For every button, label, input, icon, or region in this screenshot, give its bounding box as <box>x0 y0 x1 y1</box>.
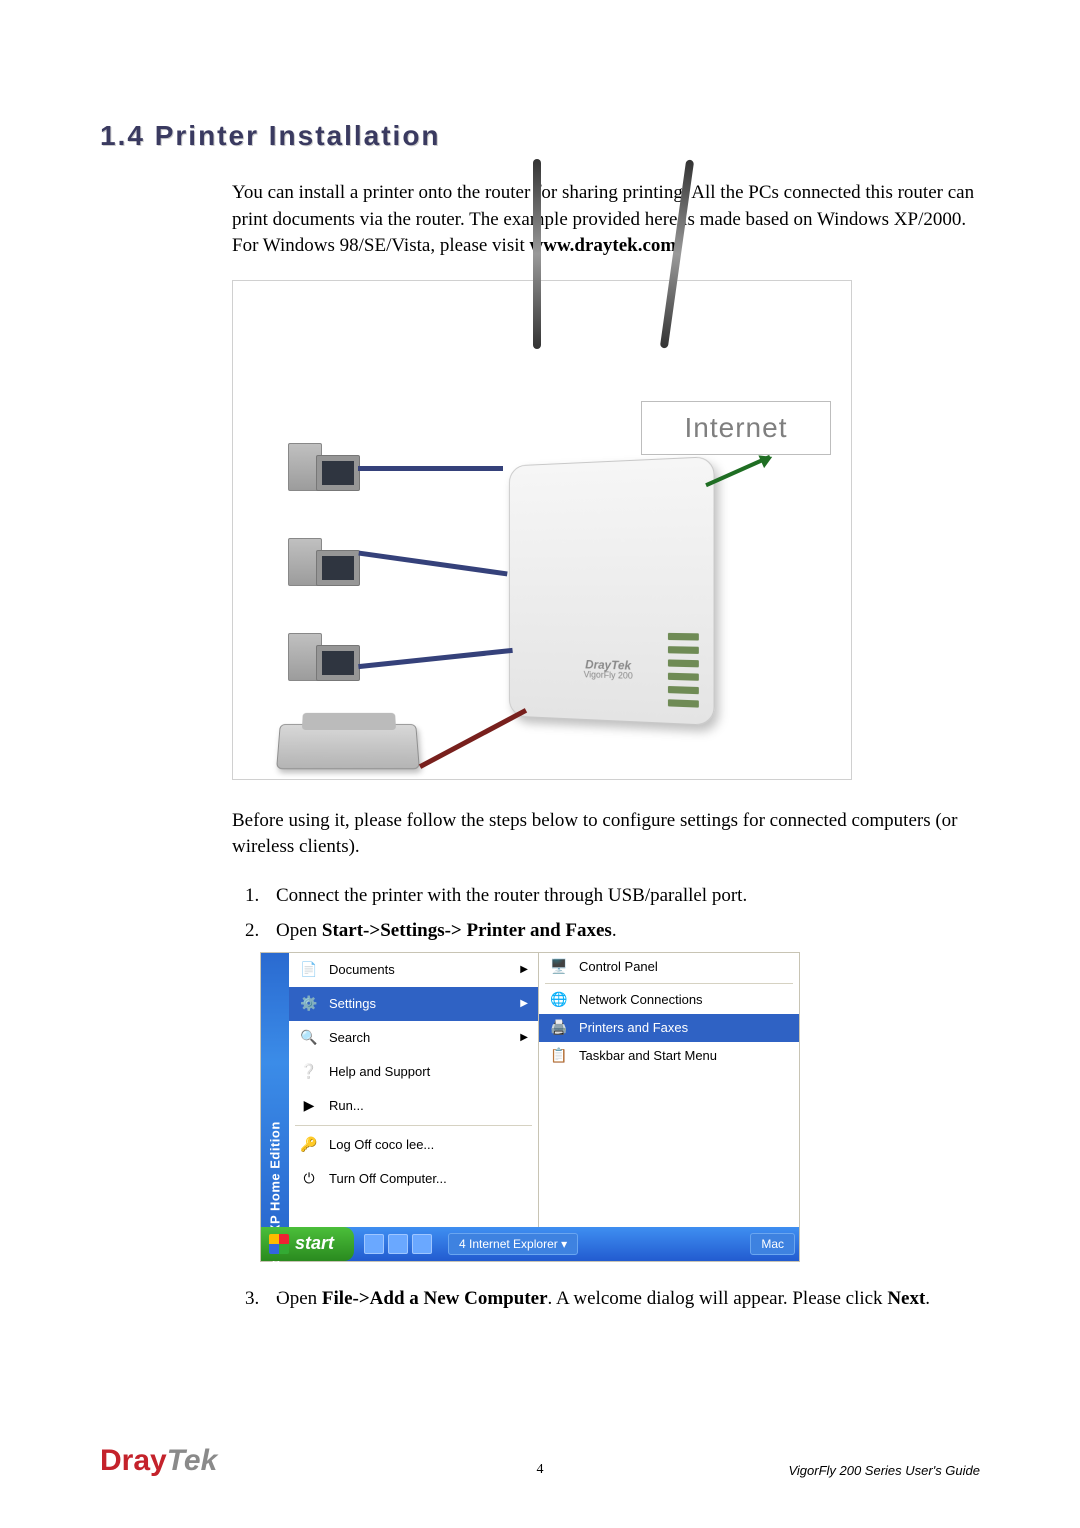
guide-title: VigorFly 200 Series User's Guide <box>788 1463 980 1478</box>
intro-paragraph: You can install a printer onto the route… <box>232 180 980 260</box>
menu-label: Network Connections <box>579 992 703 1007</box>
menu-label: Taskbar and Start Menu <box>579 1048 717 1063</box>
submenu-item-network[interactable]: 🌐 Network Connections <box>539 986 799 1014</box>
menu-item-run[interactable]: ▶ Run... <box>289 1089 538 1123</box>
menu-label: Control Panel <box>579 959 658 974</box>
pc-icon <box>288 621 358 681</box>
menu-separator <box>295 1125 532 1126</box>
lan-cable-icon <box>358 550 507 576</box>
step-text: Open <box>276 920 322 941</box>
brand-part-b: Tek <box>167 1444 218 1477</box>
page-footer: DrayTek 4 VigorFly 200 Series User's Gui… <box>100 1444 980 1478</box>
menu-item-documents[interactable]: 📄 Documents ▶ <box>289 953 538 987</box>
help-icon: ❔ <box>299 1062 319 1082</box>
start-menu-sidebar: Windows XP Home Edition <box>261 953 289 1227</box>
section-title-text: Printer Installation <box>155 120 441 151</box>
taskbar: start 4 Internet Explorer ▾ Mac <box>261 1227 799 1261</box>
page-number: 4 <box>537 1462 544 1478</box>
brand-logo: DrayTek <box>100 1444 217 1478</box>
taskbar-item-ie[interactable]: 4 Internet Explorer ▾ <box>448 1233 578 1255</box>
submenu-item-printers[interactable]: 🖨️ Printers and Faxes <box>539 1014 799 1042</box>
intro-url: www.draytek.com <box>530 235 677 256</box>
taskbar-item-right[interactable]: Mac <box>750 1233 795 1255</box>
step-text: . A welcome dialog will appear. Please c… <box>548 1288 888 1309</box>
step-item: Open File->Add a New Computer. A welcome… <box>264 1284 980 1313</box>
settings-icon: ⚙️ <box>299 994 319 1014</box>
menu-item-help[interactable]: ❔ Help and Support <box>289 1055 538 1089</box>
step-text: Open <box>276 1288 322 1309</box>
section-number: 1.4 <box>100 120 145 151</box>
step-text: . <box>612 920 617 941</box>
pc-icon <box>288 431 358 491</box>
step-item: Connect the printer with the router thro… <box>264 881 980 910</box>
menu-separator <box>545 983 793 984</box>
menu-label: Documents <box>329 962 395 977</box>
internet-arrow-icon <box>705 455 771 487</box>
run-icon: ▶ <box>299 1096 319 1116</box>
start-menu-screenshot: Windows XP Home Edition 📄 Documents ▶ ⚙️… <box>260 952 800 1262</box>
router-antenna-icon <box>533 159 541 349</box>
taskbar-icon: 📋 <box>549 1046 569 1066</box>
menu-label: Printers and Faxes <box>579 1020 688 1035</box>
pre-steps-paragraph: Before using it, please follow the steps… <box>232 808 980 861</box>
steps-list: Connect the printer with the router thro… <box>232 881 980 946</box>
menu-label: Turn Off Computer... <box>329 1171 447 1186</box>
task-label: 4 Internet Explorer <box>459 1237 558 1251</box>
submenu-item-control-panel[interactable]: 🖥️ Control Panel <box>539 953 799 981</box>
router-led-icon <box>668 633 699 714</box>
printers-icon: 🖨️ <box>549 1018 569 1038</box>
router-model-text: VigorFly 200 <box>584 670 633 680</box>
lan-cable-icon <box>358 466 503 471</box>
start-label: start <box>295 1233 334 1254</box>
pc-icon <box>288 526 358 586</box>
step-text: Connect the printer with the router thro… <box>276 885 747 906</box>
printer-icon <box>276 724 420 769</box>
network-icon: 🌐 <box>549 990 569 1010</box>
menu-label: Run... <box>329 1098 364 1113</box>
menu-item-search[interactable]: 🔍 Search ▶ <box>289 1021 538 1055</box>
control-panel-icon: 🖥️ <box>549 957 569 977</box>
menu-item-turnoff[interactable]: ⏻ Turn Off Computer... <box>289 1162 538 1196</box>
router-brand-label: DrayTek VigorFly 200 <box>584 658 633 680</box>
menu-label: Help and Support <box>329 1064 430 1079</box>
start-menu-list: 📄 Documents ▶ ⚙️ Settings ▶ 🔍 Search ▶ ❔… <box>289 953 539 1227</box>
submenu-arrow-icon: ▶ <box>520 964 528 975</box>
section-heading: 1.4 Printer Installation <box>100 120 980 152</box>
steps-list-cont: Open File->Add a New Computer. A welcome… <box>232 1284 980 1313</box>
settings-submenu: 🖥️ Control Panel 🌐 Network Connections 🖨… <box>539 953 799 1227</box>
brand-part-a: Dray <box>100 1444 167 1477</box>
submenu-arrow-icon: ▶ <box>520 1032 528 1043</box>
menu-label: Log Off coco lee... <box>329 1137 434 1152</box>
task-label: Mac <box>761 1237 784 1251</box>
step-item: Open Start->Settings-> Printer and Faxes… <box>264 916 980 945</box>
step-bold: Start->Settings-> Printer and Faxes <box>322 920 612 941</box>
submenu-arrow-icon: ▶ <box>520 998 528 1009</box>
quicklaunch-icon[interactable] <box>364 1234 384 1254</box>
lan-cable-icon <box>358 648 513 669</box>
documents-icon: 📄 <box>299 960 319 980</box>
usb-cable-icon <box>419 708 527 769</box>
menu-item-logoff[interactable]: 🔑 Log Off coco lee... <box>289 1128 538 1162</box>
network-diagram: DrayTek VigorFly 200 Internet <box>232 280 852 780</box>
quicklaunch-icon[interactable] <box>412 1234 432 1254</box>
search-icon: 🔍 <box>299 1028 319 1048</box>
internet-label: Internet <box>641 401 831 455</box>
power-icon: ⏻ <box>299 1169 319 1189</box>
menu-label: Settings <box>329 996 376 1011</box>
submenu-item-taskbar[interactable]: 📋 Taskbar and Start Menu <box>539 1042 799 1070</box>
start-button[interactable]: start <box>261 1227 354 1261</box>
sidebar-brand-text: Windows XP Home Edition <box>268 1121 283 1298</box>
menu-item-settings[interactable]: ⚙️ Settings ▶ <box>289 987 538 1021</box>
menu-label: Search <box>329 1030 370 1045</box>
step-text: . <box>925 1288 930 1309</box>
quick-launch <box>354 1234 442 1254</box>
logoff-icon: 🔑 <box>299 1135 319 1155</box>
quicklaunch-icon[interactable] <box>388 1234 408 1254</box>
step-bold: File->Add a New Computer <box>322 1288 548 1309</box>
step-bold: Next <box>887 1288 925 1309</box>
router-icon: DrayTek VigorFly 200 <box>509 456 715 726</box>
